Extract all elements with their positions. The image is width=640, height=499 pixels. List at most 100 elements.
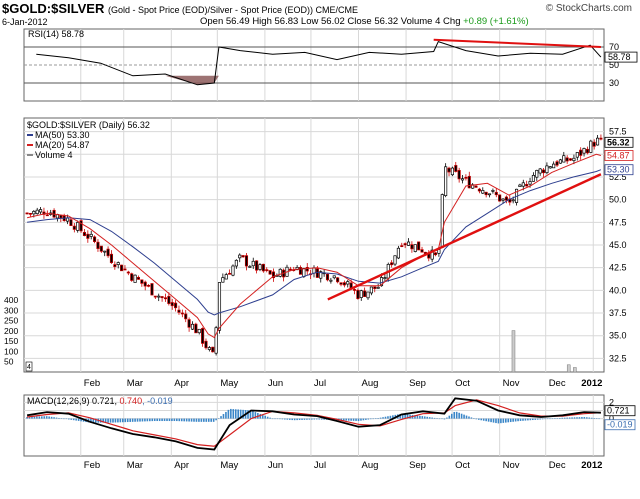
candle-body bbox=[143, 281, 147, 287]
candle-body bbox=[120, 264, 124, 272]
candle-body bbox=[298, 267, 303, 275]
price-x-tick-label: Apr bbox=[174, 378, 189, 389]
candle-body bbox=[244, 255, 249, 267]
candle-body bbox=[575, 152, 579, 158]
candle-body bbox=[444, 166, 448, 197]
price-value-badge-1 bbox=[604, 150, 634, 161]
macd-hist-bar bbox=[458, 412, 460, 419]
macd-hist-bar bbox=[90, 418, 92, 423]
candle-body bbox=[406, 241, 411, 246]
candle-body bbox=[79, 220, 83, 232]
candle-body bbox=[163, 297, 168, 300]
macd-hist-bar bbox=[355, 418, 357, 421]
candle-body bbox=[552, 163, 556, 169]
volume-tick-label: 150 bbox=[4, 336, 18, 346]
macd-hist-bar bbox=[163, 418, 166, 422]
candle-body bbox=[248, 266, 252, 268]
macd-hist-bar bbox=[104, 418, 107, 423]
candle-body bbox=[109, 253, 114, 264]
macd-hist-bar bbox=[384, 416, 387, 419]
candle-body bbox=[511, 199, 515, 202]
macd-hist-bar bbox=[193, 418, 195, 422]
quote-change: +0.89 (+1.61%) bbox=[463, 16, 529, 27]
macd-hist-bar bbox=[200, 418, 203, 422]
candle-body bbox=[180, 312, 184, 315]
candle-body bbox=[393, 255, 397, 265]
candle-body bbox=[167, 295, 171, 304]
price-x-tick-label: Oct bbox=[455, 378, 470, 389]
macd-hist-bar bbox=[151, 418, 154, 422]
candle-body bbox=[238, 254, 242, 259]
candle-body bbox=[569, 158, 573, 161]
candle-body bbox=[194, 323, 198, 334]
candle-body bbox=[339, 282, 343, 285]
macd-hist-bar bbox=[72, 418, 75, 421]
macd-hist-bar bbox=[524, 418, 527, 421]
macd-x-tick-label: Nov bbox=[503, 460, 520, 471]
candle-body bbox=[346, 281, 350, 285]
chart-title: $GOLD:$SILVER (Gold - Spot Price (EOD)/S… bbox=[2, 1, 358, 16]
macd-hist-bar bbox=[247, 410, 249, 419]
candle-body bbox=[369, 286, 373, 294]
macd-hist-bar bbox=[544, 418, 546, 420]
candle-body bbox=[288, 268, 292, 271]
macd-hist-bar bbox=[146, 418, 149, 422]
macd-x-tick-label: Dec bbox=[549, 460, 566, 471]
macd-hist-bar bbox=[450, 413, 453, 419]
macd-hist-bar bbox=[581, 417, 583, 419]
macd-hist-bar bbox=[502, 418, 505, 423]
volume-tick-label: 300 bbox=[4, 305, 18, 315]
candle-body bbox=[271, 271, 276, 279]
price-legend-2: MA(20) 54.87 bbox=[35, 140, 90, 150]
candle-body bbox=[403, 243, 407, 246]
price-tick-label: 42.5 bbox=[609, 263, 627, 273]
macd-hist-bar bbox=[141, 418, 144, 422]
macd-x-tick-label: May bbox=[220, 460, 238, 471]
macd-hist-bar bbox=[536, 418, 539, 420]
price-tick-label: 32.5 bbox=[609, 353, 627, 363]
candle-body bbox=[261, 263, 265, 272]
price-tick-label: 40.0 bbox=[609, 285, 627, 295]
macd-hist-bar bbox=[195, 418, 198, 422]
volume-marker-box bbox=[25, 361, 33, 372]
macd-hist-bar bbox=[362, 418, 365, 421]
macd-hist-bar bbox=[53, 417, 55, 419]
candle-body bbox=[491, 190, 495, 192]
macd-hist-bar bbox=[416, 415, 419, 419]
macd-hist-bar bbox=[176, 418, 178, 422]
macd-hist-bar bbox=[286, 418, 289, 420]
macd-hist-bar bbox=[168, 418, 171, 422]
candle-body bbox=[572, 157, 576, 161]
candle-body bbox=[457, 170, 461, 180]
price-x-tick-label: May bbox=[220, 378, 238, 389]
macd-hist-bar bbox=[58, 417, 60, 419]
price-x-tick-label: Sep bbox=[409, 378, 426, 389]
macd-hist-bar bbox=[252, 411, 254, 419]
candle-body bbox=[265, 269, 269, 271]
macd-hist-bar bbox=[350, 418, 352, 421]
macd-hist-bar bbox=[460, 413, 463, 419]
macd-hist-bar bbox=[303, 418, 306, 420]
candle-body bbox=[450, 167, 454, 176]
macd-hist-bar bbox=[230, 408, 232, 419]
macd-tick-label: 2 bbox=[609, 397, 614, 407]
macd-hist-bar bbox=[586, 417, 588, 419]
macd-line bbox=[26, 397, 601, 451]
candle-body bbox=[329, 279, 333, 282]
macd-hist-bar bbox=[360, 418, 362, 421]
macd-hist-bar bbox=[171, 418, 173, 422]
macd-hist-bar bbox=[414, 415, 416, 419]
macd-hist-bar bbox=[365, 418, 367, 420]
macd-hist-bar bbox=[198, 418, 200, 422]
price-x-tick-label: Mar bbox=[127, 378, 143, 389]
macd-hist-bar bbox=[559, 417, 561, 419]
chart-date: 6-Jan-2012 bbox=[2, 17, 48, 27]
macd-hist-bar bbox=[377, 418, 379, 419]
price-tick-label: 45.0 bbox=[609, 240, 627, 250]
macd-hist-bar bbox=[583, 416, 586, 419]
candle-body bbox=[116, 262, 120, 265]
macd-hist-bar bbox=[428, 417, 431, 419]
candle-body bbox=[356, 289, 360, 300]
candle-body bbox=[140, 279, 144, 284]
macd-hist-bar bbox=[279, 418, 281, 420]
